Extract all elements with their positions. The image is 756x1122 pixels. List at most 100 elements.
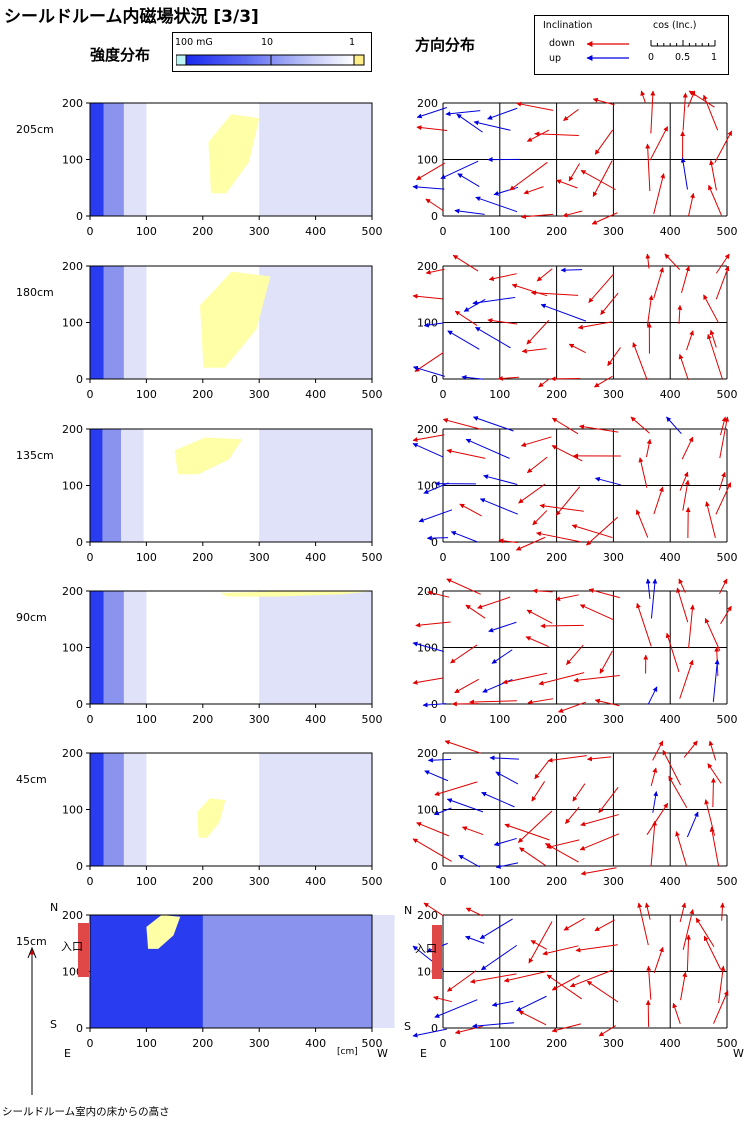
down-arrow: [551, 1023, 582, 1033]
x-tick-label: 300: [249, 713, 270, 726]
scale-label-1: 1: [349, 37, 356, 48]
down-arrow: [632, 342, 648, 381]
x-tick-label: 400: [660, 875, 681, 888]
y-tick-label: 200: [417, 747, 438, 760]
height-label: 45cm: [16, 773, 47, 786]
down-arrow: [412, 293, 443, 300]
down-arrow: [573, 675, 620, 683]
up-arrow: [493, 186, 519, 196]
x-tick-label: 400: [305, 225, 326, 238]
down-arrow: [719, 416, 730, 459]
x-tick-label: 300: [603, 551, 624, 564]
scale-label-100: 100 mG: [175, 37, 213, 48]
x-tick-label: 300: [603, 388, 624, 401]
entrance-label-left: 入口: [61, 940, 83, 953]
down-arrow: [563, 917, 585, 931]
x-tick-label: 200: [546, 1037, 567, 1050]
legend-cos-tick-05: 0.5: [675, 52, 691, 63]
down-arrow: [526, 319, 550, 345]
down-arrow: [646, 965, 652, 1000]
x-tick-label: 0: [440, 225, 447, 238]
down-arrow: [487, 318, 518, 325]
entrance-marker-right: [432, 925, 442, 979]
up-arrow: [418, 509, 453, 523]
y-tick-label: 100: [62, 154, 83, 167]
x-tick-label: 400: [660, 225, 681, 238]
entrance-marker-left: [78, 923, 89, 977]
intensity-heatmap: [89, 102, 373, 217]
x-tick-label: 200: [546, 225, 567, 238]
y-tick-label: 0: [76, 373, 83, 386]
down-arrow: [637, 902, 649, 946]
down-arrow: [520, 436, 552, 447]
x-tick-label: 100: [489, 1037, 510, 1050]
x-tick-label: 0: [440, 1037, 447, 1050]
y-tick-label: 200: [62, 747, 83, 760]
down-arrow: [591, 212, 618, 225]
y-tick-label: 0: [431, 860, 438, 873]
strong-field-band: [90, 429, 103, 542]
down-arrow: [645, 143, 651, 191]
weak-field-region: [259, 591, 372, 704]
y-tick-label: 200: [417, 260, 438, 273]
down-arrow: [444, 740, 481, 754]
down-arrow: [594, 919, 615, 932]
height-label: 180cm: [16, 286, 54, 299]
down-arrow: [703, 294, 719, 323]
down-arrow: [477, 596, 511, 610]
up-arrow: [488, 621, 517, 633]
down-arrow: [534, 760, 550, 780]
x-tick-label: 500: [362, 1037, 383, 1050]
down-arrow: [425, 198, 445, 212]
weak-field-region: [259, 103, 372, 216]
inclination-legend: Inclination cos (Inc.) down up 0 0.5 1: [534, 15, 729, 75]
x-tick-label: 400: [305, 713, 326, 726]
row-180cm: 180cm 0 100 200 300 400 500 0 100 200 0 100 200 300 40…: [16, 253, 738, 401]
down-arrow: [680, 971, 688, 1001]
y-tick-label: 200: [62, 909, 83, 922]
down-arrow: [600, 292, 619, 315]
up-arrow: [456, 113, 483, 133]
y-tick-label: 0: [76, 698, 83, 711]
y-tick-label: 100: [62, 642, 83, 655]
x-tick-label: 200: [546, 388, 567, 401]
down-arrow: [708, 184, 722, 216]
x-tick-label: 300: [603, 875, 624, 888]
up-arrow: [472, 416, 514, 432]
down-arrow: [718, 965, 726, 1004]
x-tick-label: 500: [717, 713, 738, 726]
down-arrow: [645, 253, 651, 269]
down-arrow: [427, 590, 450, 598]
legend-arrows: [586, 41, 629, 61]
up-arrow: [458, 854, 480, 868]
y-tick-label: 200: [62, 97, 83, 110]
down-arrow: [672, 1002, 681, 1024]
minimal-field-region: [174, 437, 243, 475]
x-tick-label: 300: [603, 1037, 624, 1050]
x-tick-label: 200: [192, 551, 213, 564]
down-arrow: [710, 777, 716, 808]
down-arrow: [469, 973, 517, 984]
up-arrow: [516, 995, 547, 1012]
x-tick-label: 400: [660, 388, 681, 401]
down-arrow: [416, 822, 449, 837]
x-tick-label: 100: [489, 388, 510, 401]
down-arrow: [709, 159, 717, 191]
x-tick-label: 300: [249, 225, 270, 238]
down-arrow: [650, 90, 656, 134]
x-tick-label: 100: [489, 875, 510, 888]
down-arrow: [579, 604, 614, 621]
down-arrow: [433, 995, 452, 1003]
down-arrow: [646, 802, 669, 835]
x-tick-label: 300: [249, 551, 270, 564]
up-arrow: [475, 326, 511, 349]
y-tick-label: 0: [431, 536, 438, 549]
down-arrow: [708, 740, 717, 761]
down-arrow: [607, 347, 621, 367]
up-arrow: [495, 862, 519, 869]
up-arrow: [445, 110, 481, 117]
down-arrow: [536, 531, 581, 543]
y-tick-label: 100: [417, 317, 438, 330]
row-90cm: 90cm 0 100 200 300 400 500 0 100 200 0 100 200 300 400…: [16, 578, 738, 726]
